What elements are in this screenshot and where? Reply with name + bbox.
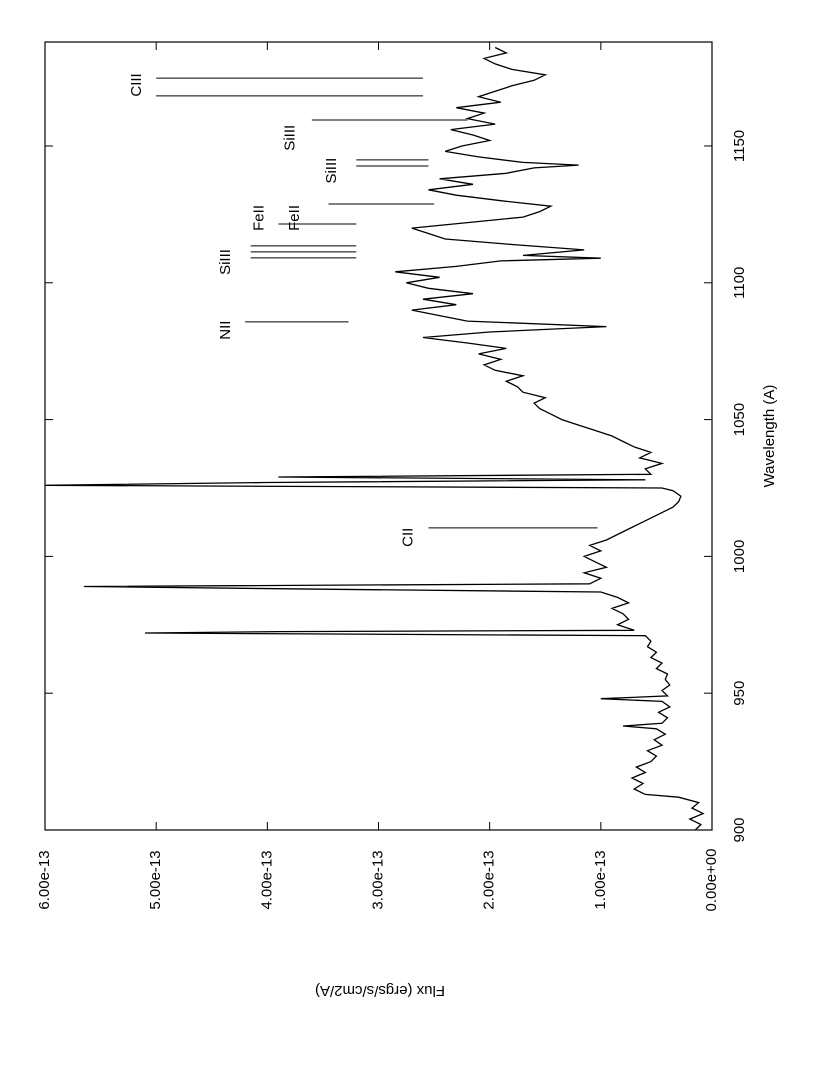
x-tick-label: 1150: [731, 130, 748, 162]
x-tick-label: 1100: [731, 267, 748, 299]
line-label: SiIII: [323, 158, 340, 184]
line-label: SiIII: [282, 125, 299, 151]
y-tick-label: 5.00e-13: [147, 850, 164, 909]
x-tick-label: 950: [731, 681, 748, 706]
y-tick-label: 4.00e-13: [258, 850, 275, 909]
spectrum-line: [44, 46, 705, 831]
line-label: NII: [217, 321, 234, 340]
y-tick-label: 3.00e-13: [369, 850, 386, 909]
y-tick-label: 0.00e+00: [703, 849, 720, 912]
x-tick-label: 1000: [731, 540, 748, 573]
x-tick-label: 1050: [731, 403, 748, 436]
y-axis-label: Flux (ergs/s/cm2/A): [315, 982, 445, 999]
x-tick-label: 900: [731, 817, 748, 842]
x-axis-label: Wavelength (A): [761, 385, 778, 488]
line-label: CIII: [128, 73, 145, 96]
line-label: FeII: [286, 205, 303, 231]
line-label: CII: [399, 528, 416, 547]
y-tick-label: 6.00e-13: [36, 850, 53, 909]
y-tick-label: 2.00e-13: [481, 850, 498, 909]
y-tick-label: 1.00e-13: [592, 850, 609, 909]
line-label: SiIII: [217, 249, 234, 275]
line-label: FeII: [251, 205, 268, 231]
